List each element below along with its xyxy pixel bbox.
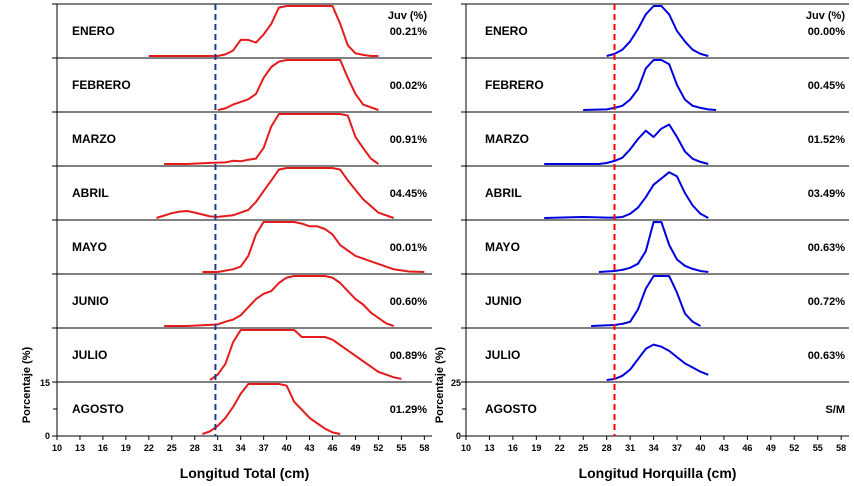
x-tick-label: 58	[419, 443, 429, 453]
juv-value: 00.21%	[390, 26, 428, 38]
x-tick-label: 40	[695, 443, 705, 453]
x-tick-label: 58	[836, 443, 846, 453]
series-line-mayo	[598, 221, 709, 273]
series-line-febrero	[217, 59, 379, 111]
month-label: ENERO	[72, 24, 115, 38]
x-tick-label: 55	[813, 443, 823, 453]
juv-value: 04.45%	[390, 188, 428, 200]
x-tick-label: 13	[484, 443, 494, 453]
x-tick-label: 22	[555, 443, 565, 453]
y-axis-label: Porcentaje (%)	[434, 346, 446, 423]
series-line-julio	[606, 343, 709, 381]
x-axis-label: Longitud Total (cm)	[180, 465, 310, 481]
x-tick-label: 16	[508, 443, 518, 453]
x-tick-label: 34	[649, 443, 659, 453]
x-tick-label: 49	[350, 443, 360, 453]
x-tick-label: 10	[52, 443, 62, 453]
juv-value: 00.89%	[390, 350, 428, 362]
month-label: ABRIL	[72, 186, 109, 200]
x-tick-label: 16	[98, 443, 108, 453]
y-tick-label: 0	[456, 431, 461, 441]
x-tick-label: 19	[531, 443, 541, 453]
month-label: MAYO	[485, 240, 520, 254]
series-line-agosto	[202, 383, 341, 435]
series-line-abril	[544, 171, 709, 219]
y-tick-label: 0	[45, 431, 50, 441]
month-label: JULIO	[72, 348, 107, 362]
month-label: JUNIO	[485, 294, 522, 308]
chart-1: 10 13 16 19 22 25 28 31 34 37 40 43 46 49 52 55 58 Longit…	[21, 3, 432, 481]
month-label: MARZO	[485, 132, 529, 146]
month-label: FEBRERO	[485, 78, 544, 92]
series-line-marzo	[544, 123, 709, 165]
x-tick-label: 34	[236, 443, 246, 453]
juv-value: S/M	[825, 404, 845, 416]
juv-value: 00.60%	[390, 296, 428, 308]
x-tick-label: 37	[672, 443, 682, 453]
x-tick-label: 43	[719, 443, 729, 453]
x-tick-label: 19	[121, 443, 131, 453]
x-tick-label: 37	[259, 443, 269, 453]
chart-2: 10 13 16 19 22 25 28 31 34 37 40 43 46 49 52 55 58 Longit…	[434, 3, 849, 481]
month-label: JUNIO	[72, 294, 109, 308]
series-line-junio	[591, 275, 701, 327]
series-line-marzo	[164, 113, 379, 165]
month-label: FEBRERO	[72, 78, 131, 92]
month-label: ABRIL	[485, 186, 522, 200]
month-label: AGOSTO	[485, 402, 537, 416]
juv-value: 00.00%	[808, 26, 846, 38]
month-label: MAYO	[72, 240, 107, 254]
x-tick-label: 52	[373, 443, 383, 453]
series-line-febrero	[583, 59, 717, 111]
juv-header: Juv (%)	[388, 10, 427, 22]
juv-value: 00.45%	[808, 80, 846, 92]
series-line-mayo	[202, 221, 425, 273]
series-line-enero	[148, 5, 379, 57]
series-line-abril	[156, 167, 395, 219]
y-tick-label: 25	[451, 378, 461, 388]
x-tick-label: 28	[602, 443, 612, 453]
x-tick-label: 31	[625, 443, 635, 453]
juv-value: 01.52%	[808, 134, 846, 146]
x-tick-label: 40	[282, 443, 292, 453]
month-label: AGOSTO	[72, 402, 124, 416]
juv-value: 00.02%	[390, 80, 428, 92]
x-axis-label: Longitud Horquilla (cm)	[579, 465, 737, 481]
juv-value: 00.01%	[390, 242, 428, 254]
month-label: MARZO	[72, 132, 116, 146]
x-tick-label: 43	[305, 443, 315, 453]
x-tick-label: 52	[789, 443, 799, 453]
juv-value: 00.63%	[808, 350, 846, 362]
series-line-junio	[164, 275, 395, 327]
month-label: JULIO	[485, 348, 520, 362]
x-tick-label: 31	[213, 443, 223, 453]
y-tick-label: 15	[40, 378, 50, 388]
x-tick-label: 46	[328, 443, 338, 453]
x-tick-label: 49	[766, 443, 776, 453]
juv-value: 03.49%	[808, 188, 846, 200]
x-tick-label: 10	[461, 443, 471, 453]
y-axis-label: Porcentaje (%)	[21, 346, 33, 423]
x-tick-label: 13	[75, 443, 85, 453]
series-line-julio	[209, 329, 402, 381]
juv-value: 00.91%	[390, 134, 428, 146]
juv-value: 00.72%	[808, 296, 846, 308]
month-label: ENERO	[485, 24, 528, 38]
x-tick-label: 28	[190, 443, 200, 453]
series-line-enero	[606, 5, 709, 57]
x-tick-label: 25	[167, 443, 177, 453]
juv-value: 00.63%	[808, 242, 846, 254]
x-tick-label: 22	[144, 443, 154, 453]
juv-value: 01.29%	[390, 404, 428, 416]
x-tick-label: 46	[742, 443, 752, 453]
x-tick-label: 55	[396, 443, 406, 453]
x-tick-label: 25	[578, 443, 588, 453]
juv-header: Juv (%)	[806, 10, 845, 22]
